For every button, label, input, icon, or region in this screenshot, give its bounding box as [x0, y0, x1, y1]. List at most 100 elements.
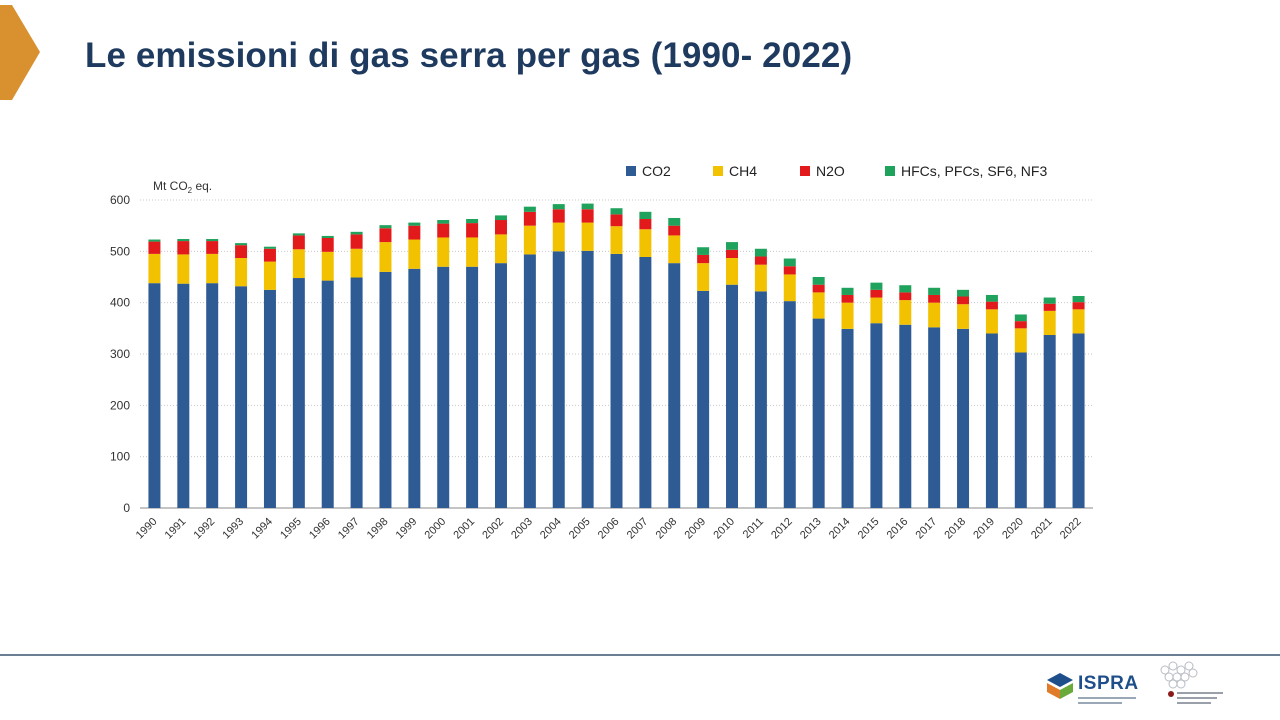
bar-segment-n2o [928, 294, 941, 303]
bar-segment-hfcs-pfcs-sf6-nf3 [206, 239, 219, 242]
bar-segment-co2 [928, 327, 941, 508]
x-tick-label: 2012 [769, 516, 795, 542]
ispra-logo: ISPRA [1046, 668, 1156, 712]
bar-segment-n2o [263, 248, 276, 262]
bar-segment-ch4 [1043, 310, 1056, 336]
y-tick-label: 500 [110, 244, 130, 258]
bar-segment-co2 [697, 290, 710, 508]
bar-segment-hfcs-pfcs-sf6-nf3 [292, 233, 305, 236]
x-tick-label: 1997 [336, 516, 362, 542]
bar-segment-co2 [408, 268, 421, 508]
snpa-logo [1160, 661, 1223, 704]
bar-segment-co2 [350, 277, 363, 508]
x-tick-label: 2022 [1058, 516, 1084, 542]
bar-segment-ch4 [581, 222, 594, 251]
x-tick-label: 2013 [798, 516, 824, 542]
bar-segment-n2o [639, 218, 652, 230]
bar-segment-co2 [321, 280, 334, 508]
bar-segment-co2 [292, 278, 305, 508]
bar-segment-n2o [321, 237, 334, 252]
bar-segment-n2o [177, 241, 190, 255]
bar-segment-co2 [206, 283, 219, 508]
bar-segment-n2o [899, 292, 912, 301]
ispra-logo-subtitle [1078, 697, 1136, 704]
bar-segment-ch4 [697, 263, 710, 291]
bar-segment-ch4 [1072, 309, 1085, 334]
bar-segment-ch4 [639, 229, 652, 257]
bar-segment-hfcs-pfcs-sf6-nf3 [610, 208, 623, 215]
bar-segment-hfcs-pfcs-sf6-nf3 [408, 222, 421, 226]
y-tick-label: 200 [110, 398, 130, 412]
bar-segment-co2 [437, 266, 450, 508]
ispra-logo-text: ISPRA [1078, 673, 1139, 694]
bar-segment-co2 [639, 256, 652, 508]
bar-segment-co2 [523, 254, 536, 508]
bar-segment-co2 [870, 323, 883, 508]
bar-segment-co2 [466, 266, 479, 508]
y-tick-label: 100 [110, 450, 130, 464]
bar-segment-n2o [408, 225, 421, 240]
x-tick-label: 2001 [451, 516, 477, 542]
legend-swatch [713, 166, 723, 176]
bar-segment-co2 [841, 328, 854, 508]
bar-segment-n2o [235, 245, 248, 259]
bar-segment-hfcs-pfcs-sf6-nf3 [177, 239, 190, 242]
bar-segment-ch4 [263, 261, 276, 290]
legend-swatch [626, 166, 636, 176]
bar-segment-co2 [754, 291, 767, 508]
bar-segment-ch4 [928, 302, 941, 328]
bar-segment-ch4 [985, 309, 998, 334]
bar-segment-hfcs-pfcs-sf6-nf3 [148, 239, 161, 242]
x-tick-label: 2016 [885, 516, 911, 542]
bar-segment-co2 [177, 283, 190, 508]
bar-segment-hfcs-pfcs-sf6-nf3 [263, 246, 276, 249]
bar-segment-n2o [783, 266, 796, 275]
bar-segment-co2 [899, 324, 912, 508]
bar-segment-co2 [379, 271, 392, 508]
corner-decoration [0, 5, 40, 100]
bar-segment-ch4 [552, 222, 565, 252]
bar-segment-ch4 [610, 226, 623, 254]
bar-segment-n2o [206, 241, 219, 254]
legend-swatch [800, 166, 810, 176]
bar-segment-ch4 [783, 274, 796, 302]
bar-segment-hfcs-pfcs-sf6-nf3 [321, 235, 334, 238]
footer-divider [0, 654, 1280, 656]
bar-segment-co2 [235, 286, 248, 508]
bar-segment-ch4 [350, 248, 363, 278]
x-tick-label: 2002 [480, 516, 506, 542]
bar-segment-hfcs-pfcs-sf6-nf3 [639, 211, 652, 219]
bar-segment-co2 [610, 253, 623, 508]
bar-segment-hfcs-pfcs-sf6-nf3 [1043, 297, 1056, 304]
bar-segment-n2o [812, 284, 825, 293]
bar-segment-ch4 [523, 225, 536, 255]
ispra-mark-icon [1047, 673, 1073, 699]
bar-segment-n2o [581, 209, 594, 223]
bar-segment-co2 [148, 283, 161, 508]
bar-segment-co2 [1072, 333, 1085, 508]
bar-segment-ch4 [437, 237, 450, 267]
y-tick-label: 600 [110, 193, 130, 207]
bar-segment-co2 [957, 328, 970, 508]
bar-segment-co2 [494, 263, 507, 508]
bar-segment-n2o [1072, 302, 1085, 310]
x-tick-label: 2019 [971, 516, 997, 542]
bar-segment-ch4 [899, 300, 912, 325]
x-tick-label: 2003 [509, 516, 535, 542]
bar-segment-hfcs-pfcs-sf6-nf3 [928, 287, 941, 295]
bar-segment-hfcs-pfcs-sf6-nf3 [581, 203, 594, 210]
bar-segment-hfcs-pfcs-sf6-nf3 [870, 282, 883, 290]
bar-segment-n2o [754, 256, 767, 265]
bar-segment-ch4 [177, 254, 190, 284]
bar-segment-n2o [437, 223, 450, 238]
y-tick-label: 0 [123, 501, 130, 515]
bar-segment-n2o [494, 220, 507, 235]
bar-segment-n2o [552, 209, 565, 223]
bar-segment-ch4 [668, 235, 681, 264]
bar-segment-n2o [1043, 303, 1056, 311]
bar-segment-hfcs-pfcs-sf6-nf3 [668, 217, 681, 226]
x-tick-label: 1994 [249, 516, 275, 542]
x-tick-label: 2011 [741, 516, 766, 541]
bar-segment-co2 [985, 333, 998, 508]
bar-segment-n2o [610, 214, 623, 227]
